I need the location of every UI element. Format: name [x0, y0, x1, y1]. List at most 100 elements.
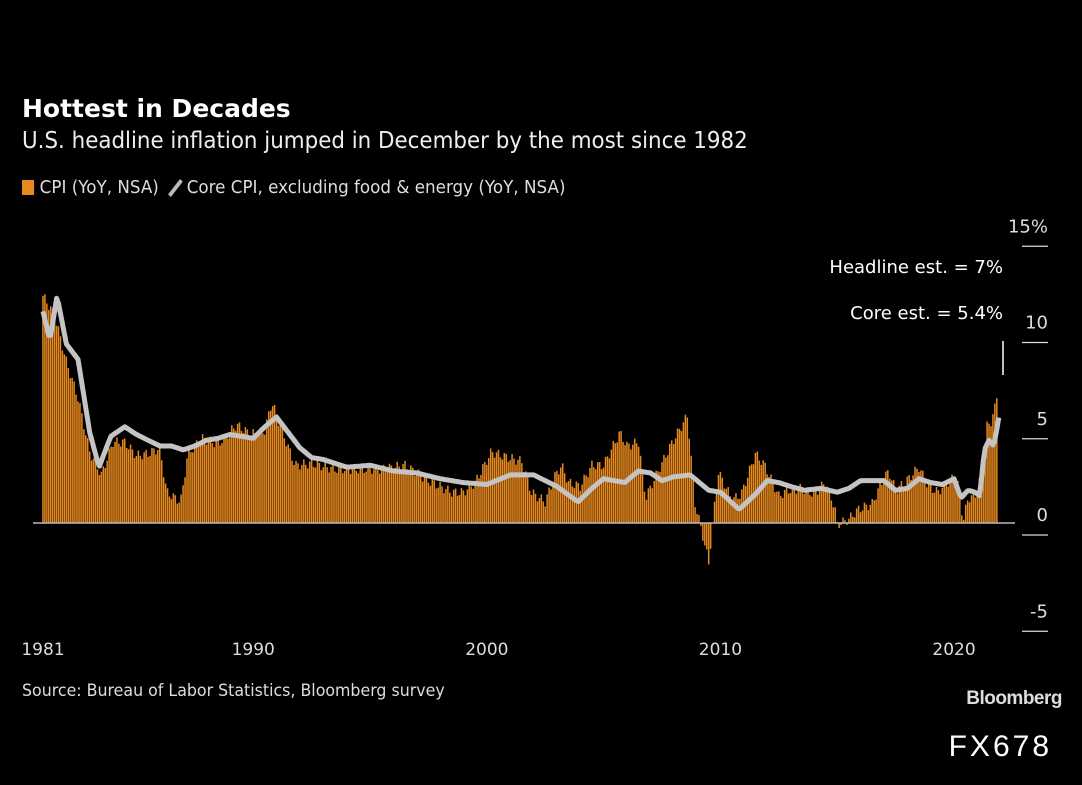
- cpi-bar: [400, 470, 402, 523]
- legend-cpi: CPI (YoY, NSA): [39, 177, 159, 198]
- cpi-bar: [717, 474, 720, 523]
- x-tick-label: 1990: [232, 640, 275, 660]
- cpi-bar: [201, 434, 204, 523]
- cpi-bar: [789, 492, 792, 523]
- cpi-bar: [174, 495, 177, 523]
- cpi-bar: [968, 502, 971, 523]
- cpi-bar: [908, 475, 910, 523]
- cpi-bar: [801, 488, 803, 523]
- cpi-bar: [328, 472, 330, 523]
- cpi-bar: [770, 474, 772, 523]
- cpi-bar: [301, 464, 303, 523]
- cpi-bar: [538, 498, 541, 523]
- cpi-bar: [955, 478, 957, 523]
- cpi-bar: [497, 449, 500, 523]
- cpi-bar: [665, 457, 667, 523]
- cpi-bar: [883, 481, 885, 523]
- cpi-bar: [785, 487, 788, 523]
- cpi-bar: [104, 467, 106, 523]
- annotation-core: Core est. = 5.4%: [850, 303, 1003, 324]
- x-tick-label: 2010: [699, 640, 742, 660]
- cpi-bar: [414, 475, 416, 523]
- chart-subtitle: U.S. headline inflation jumped in Decemb…: [22, 128, 748, 154]
- cpi-bar: [316, 460, 319, 523]
- cpi-bar: [127, 449, 130, 523]
- cpi-bar: [737, 498, 739, 523]
- cpi-bar: [295, 460, 297, 523]
- cpi-bar: [273, 405, 276, 523]
- cpi-bar: [456, 495, 459, 523]
- cpi-bar: [151, 447, 153, 523]
- cpi-bar: [970, 495, 973, 523]
- cpi-bar: [820, 481, 823, 523]
- cpi-bar: [861, 510, 864, 523]
- cpi-bar: [962, 519, 965, 523]
- cpi-bar: [122, 439, 124, 523]
- cpi-bar: [439, 481, 441, 523]
- cpi-bar: [832, 507, 835, 523]
- cpi-bar: [303, 459, 305, 523]
- cpi-bar: [312, 466, 315, 523]
- cpi-bar: [435, 488, 437, 523]
- cpi-bar: [238, 422, 241, 523]
- cpi-bar: [373, 469, 375, 523]
- cpi-bar: [51, 308, 54, 523]
- cpi-bar: [417, 469, 420, 523]
- cpi-bar: [957, 481, 959, 523]
- cpi-bar: [618, 431, 620, 523]
- cpi-bar: [484, 461, 486, 523]
- cpi-bar: [530, 495, 533, 523]
- cpi-bar: [600, 469, 603, 523]
- cpi-bar: [297, 463, 299, 523]
- cpi-bar: [318, 462, 321, 523]
- cpi-bar: [135, 456, 138, 523]
- cpi-bar: [643, 491, 646, 523]
- cpi-bar: [651, 488, 654, 523]
- cpi-bar: [933, 492, 936, 523]
- cpi-bar: [986, 421, 988, 523]
- cpi-bar: [423, 477, 426, 523]
- cpi-bar: [98, 474, 101, 523]
- cpi-bar: [160, 460, 163, 523]
- cpi-bar: [170, 499, 173, 523]
- cpi-bar: [77, 401, 79, 523]
- cpi-bar: [49, 306, 52, 523]
- cpi-bar: [842, 517, 844, 523]
- cpi-bar: [61, 350, 64, 523]
- cpi-bar: [863, 502, 866, 523]
- cpi-bar: [779, 496, 782, 523]
- cpi-bar: [927, 483, 930, 523]
- cpi-bar: [59, 336, 62, 523]
- cpi-bar: [914, 466, 916, 523]
- cpi-bar: [277, 425, 280, 523]
- cpi-bar: [159, 443, 161, 523]
- y-tick-label: 15%: [1008, 216, 1048, 237]
- cpi-bar: [690, 455, 692, 523]
- cpi-bar: [209, 436, 212, 523]
- cpi-bar: [776, 491, 778, 523]
- cpi-bar: [176, 503, 179, 523]
- cpi-bar: [112, 446, 114, 523]
- cpi-bar: [279, 426, 282, 523]
- cpi-bar: [976, 491, 979, 523]
- cpi-bar: [838, 523, 840, 529]
- cpi-bar: [363, 472, 365, 523]
- cpi-bar: [795, 493, 798, 523]
- cpi-bar: [793, 487, 796, 523]
- cpi-bar: [536, 501, 539, 523]
- cpi-bar: [425, 474, 428, 523]
- source-note: Source: Bureau of Labor Statistics, Bloo…: [22, 681, 445, 701]
- cpi-bar: [523, 472, 525, 523]
- cpi-bar: [260, 427, 262, 523]
- cpi-bar: [153, 448, 155, 523]
- cpi-bar: [879, 482, 881, 523]
- cpi-bar: [852, 516, 854, 523]
- cpi-bar: [480, 474, 482, 523]
- cpi-bar: [106, 460, 108, 523]
- cpi-bar: [449, 492, 451, 523]
- cpi-bar: [980, 472, 982, 523]
- x-axis: 1981 1990 2000 2010 2020: [21, 640, 975, 660]
- cpi-bar: [486, 465, 488, 523]
- cpi-bar: [172, 493, 175, 523]
- cpi-bar: [571, 486, 574, 523]
